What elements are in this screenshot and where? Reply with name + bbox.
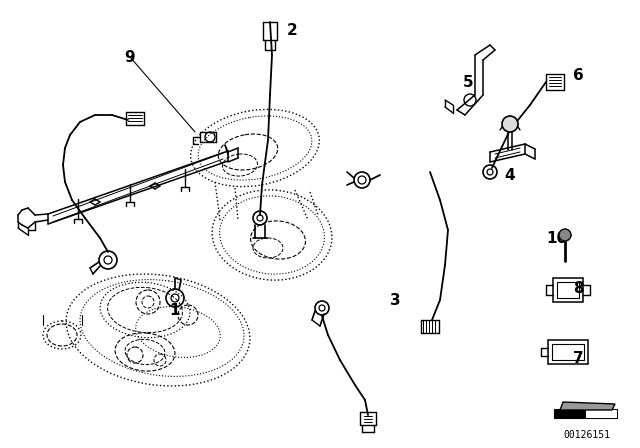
Text: 10: 10 [547,231,568,246]
Text: 7: 7 [573,350,583,366]
Bar [555,410,586,418]
Circle shape [502,116,518,132]
Bar [553,278,583,302]
Polygon shape [560,402,615,410]
Bar [548,340,588,364]
Text: 9: 9 [125,49,135,65]
Bar [557,282,579,298]
Bar [552,344,584,360]
Text: 5: 5 [463,74,474,90]
Text: 8: 8 [573,280,583,296]
Bar [586,410,617,418]
Text: 2: 2 [287,22,298,38]
Text: 6: 6 [573,68,584,82]
Text: 3: 3 [390,293,400,307]
Text: 4: 4 [505,168,515,182]
Text: 1: 1 [170,302,180,318]
Text: 00126151: 00126151 [563,430,611,440]
Circle shape [559,229,571,241]
